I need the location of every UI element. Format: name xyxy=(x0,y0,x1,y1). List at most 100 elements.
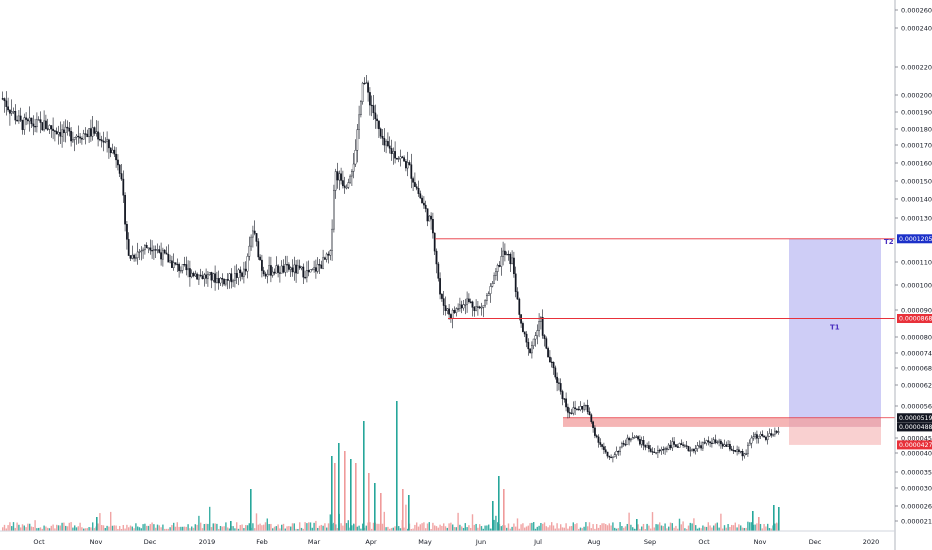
volume-bar xyxy=(74,525,76,531)
candle-body xyxy=(498,265,501,267)
position-tool[interactable] xyxy=(563,238,895,445)
volume-bar xyxy=(320,524,322,531)
horizontal-levels[interactable] xyxy=(435,238,895,319)
volume-bar xyxy=(144,523,146,531)
volume-bar xyxy=(239,525,241,531)
volume-bar xyxy=(448,523,450,531)
candle-body xyxy=(194,273,197,277)
volume-bar xyxy=(425,528,427,531)
candle-body xyxy=(387,141,389,147)
volume-bar xyxy=(470,527,472,531)
volume-bar xyxy=(533,522,535,531)
candle-body xyxy=(446,308,449,311)
volume-bar xyxy=(86,528,88,531)
candle-body xyxy=(3,98,6,102)
candle-body xyxy=(93,127,96,134)
volume-bar xyxy=(504,525,506,531)
volume-bar xyxy=(171,525,173,531)
volume-bar xyxy=(615,528,618,531)
volume-bars xyxy=(2,401,780,531)
time-label: Oct xyxy=(33,538,45,546)
volume-bar xyxy=(565,523,567,531)
volume-bar xyxy=(673,527,675,531)
candle-body xyxy=(664,448,667,450)
volume-bar xyxy=(527,525,529,531)
volume-bar xyxy=(182,526,184,531)
volume-bar xyxy=(196,524,198,531)
volume-bar xyxy=(207,523,209,531)
volume-bar xyxy=(23,525,25,531)
volume-bar xyxy=(484,525,486,531)
volume-bar xyxy=(693,518,695,531)
candle-body xyxy=(10,111,13,114)
candle-body xyxy=(554,367,557,378)
candle-body xyxy=(635,436,638,438)
candle-body xyxy=(257,241,260,258)
candle-body xyxy=(460,304,463,309)
candle-body xyxy=(64,126,67,134)
candle-body xyxy=(48,125,51,130)
loss-zone[interactable] xyxy=(789,426,881,445)
volume-bar xyxy=(714,523,717,531)
candle-body xyxy=(727,444,730,447)
candle-body xyxy=(410,164,413,179)
volume-bar xyxy=(480,526,483,531)
candle-body xyxy=(662,449,665,451)
time-label: Jun xyxy=(475,538,486,546)
price-label: 0.00005600 xyxy=(901,402,932,410)
volume-bar xyxy=(646,523,648,531)
volume-bar xyxy=(117,528,119,531)
candle-body xyxy=(253,230,256,234)
candle-body xyxy=(612,456,614,458)
volume-bar xyxy=(156,524,159,531)
volume-bar xyxy=(516,518,519,531)
candle-body xyxy=(396,158,398,160)
volume-bar xyxy=(57,525,60,531)
candle-body xyxy=(203,274,206,280)
volume-bar xyxy=(331,456,333,531)
volume-bar xyxy=(205,523,207,531)
candle-body xyxy=(376,118,378,122)
price-label: 0.00026000 xyxy=(901,6,932,14)
candle-body xyxy=(453,309,456,313)
volume-bar xyxy=(344,451,346,531)
price-axis[interactable]: 0.00026000 0.00024000 0.00022000 0.00020000… xyxy=(895,6,932,525)
volume-bar xyxy=(486,525,488,531)
volume-bar xyxy=(759,523,762,531)
candle-body xyxy=(549,356,551,363)
volume-bar xyxy=(183,526,186,531)
volume-bar xyxy=(266,518,268,531)
volume-bar xyxy=(47,527,49,531)
volume-bar xyxy=(642,523,645,531)
candle-body xyxy=(538,321,541,331)
time-axis[interactable]: Oct Nov Dec 2019 Feb Mar Apr May Jun Jul Aug Sep Oct… xyxy=(33,538,879,546)
volume-bar xyxy=(459,524,461,531)
volume-bar xyxy=(124,528,126,531)
volume-bar xyxy=(547,527,549,531)
candle-body xyxy=(657,450,659,453)
candle-body xyxy=(540,317,542,322)
candle-body xyxy=(518,298,521,315)
price-label: 0.00003500 xyxy=(901,468,932,476)
volume-bar xyxy=(578,528,580,531)
candle-body xyxy=(244,268,247,272)
profit-zone[interactable] xyxy=(789,238,881,427)
candle-body xyxy=(179,270,182,272)
current-price-tag-text: 0.00005196 xyxy=(899,415,932,422)
time-label: Dec xyxy=(144,538,157,546)
volume-bar xyxy=(556,523,558,531)
volume-bar xyxy=(96,517,98,531)
candle-body xyxy=(381,136,384,139)
volume-bar xyxy=(227,527,229,531)
volume-bar xyxy=(592,524,594,531)
candle-body xyxy=(752,436,755,439)
volume-bar xyxy=(648,525,650,531)
candle-body xyxy=(457,308,459,310)
candle-body xyxy=(187,268,189,271)
candle-body xyxy=(761,434,764,437)
resistance-zone[interactable] xyxy=(563,417,881,427)
volume-bar xyxy=(558,528,560,531)
candle-body xyxy=(358,114,360,130)
volume-bar xyxy=(417,526,420,531)
